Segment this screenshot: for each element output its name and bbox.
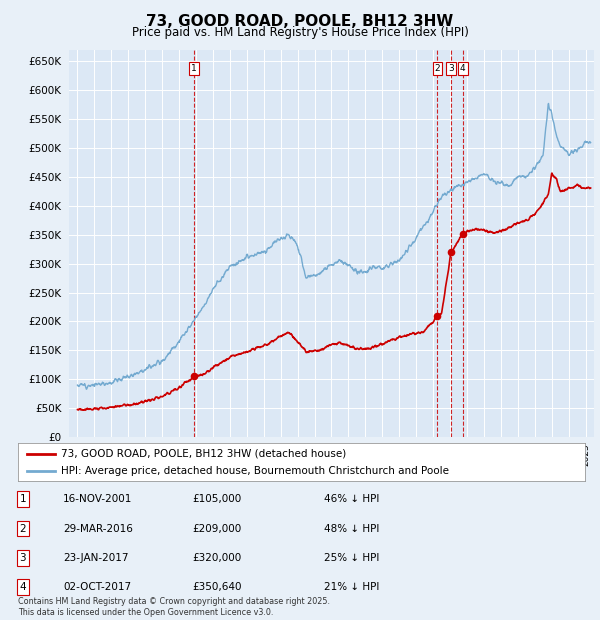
- Text: 02-OCT-2017: 02-OCT-2017: [63, 582, 131, 592]
- Text: 25% ↓ HPI: 25% ↓ HPI: [324, 552, 379, 563]
- Text: 1: 1: [191, 64, 197, 73]
- Text: 21% ↓ HPI: 21% ↓ HPI: [324, 582, 379, 592]
- Text: 48% ↓ HPI: 48% ↓ HPI: [324, 523, 379, 534]
- Text: £320,000: £320,000: [192, 552, 241, 563]
- Text: 73, GOOD ROAD, POOLE, BH12 3HW: 73, GOOD ROAD, POOLE, BH12 3HW: [146, 14, 454, 29]
- Text: HPI: Average price, detached house, Bournemouth Christchurch and Poole: HPI: Average price, detached house, Bour…: [61, 466, 449, 476]
- Text: £350,640: £350,640: [192, 582, 241, 592]
- Text: 46% ↓ HPI: 46% ↓ HPI: [324, 494, 379, 505]
- Text: £209,000: £209,000: [192, 523, 241, 534]
- Text: 1: 1: [19, 494, 26, 505]
- Text: 2: 2: [19, 523, 26, 534]
- Text: Price paid vs. HM Land Registry's House Price Index (HPI): Price paid vs. HM Land Registry's House …: [131, 26, 469, 39]
- Text: 3: 3: [448, 64, 454, 73]
- Text: 23-JAN-2017: 23-JAN-2017: [63, 552, 128, 563]
- Text: 2: 2: [434, 64, 440, 73]
- Text: 3: 3: [19, 552, 26, 563]
- Text: Contains HM Land Registry data © Crown copyright and database right 2025.
This d: Contains HM Land Registry data © Crown c…: [18, 598, 330, 617]
- Text: 4: 4: [460, 64, 466, 73]
- Text: 16-NOV-2001: 16-NOV-2001: [63, 494, 133, 505]
- Text: 73, GOOD ROAD, POOLE, BH12 3HW (detached house): 73, GOOD ROAD, POOLE, BH12 3HW (detached…: [61, 449, 346, 459]
- Text: 29-MAR-2016: 29-MAR-2016: [63, 523, 133, 534]
- Text: 4: 4: [19, 582, 26, 592]
- Text: £105,000: £105,000: [192, 494, 241, 505]
